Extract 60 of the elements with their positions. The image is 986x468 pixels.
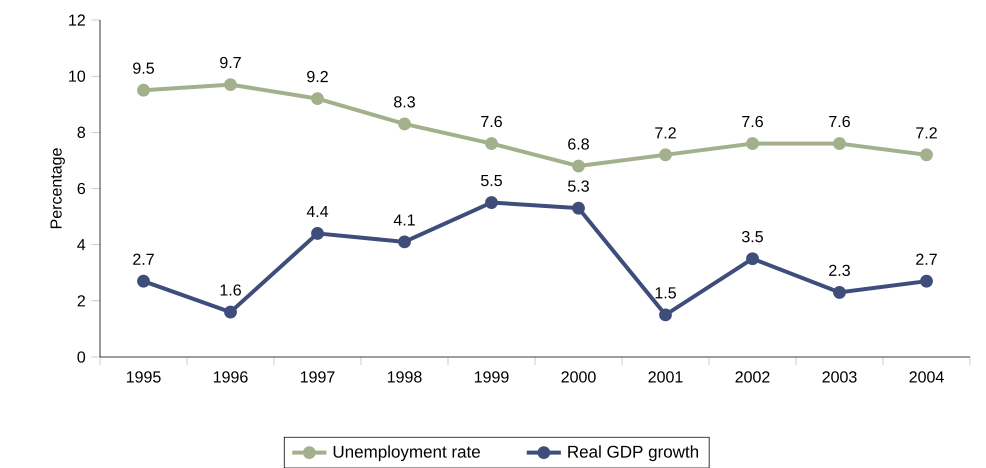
- point: [746, 137, 759, 150]
- point: [920, 148, 933, 162]
- point: [572, 202, 585, 215]
- y-tick-label: 10: [69, 70, 86, 82]
- point: [224, 306, 237, 318]
- point: [311, 92, 324, 106]
- x-tick-label: 2002: [736, 371, 770, 383]
- point: [137, 274, 150, 288]
- data-label: 9.2: [307, 70, 328, 82]
- x-tick-label: 2000: [562, 371, 596, 383]
- point: [833, 137, 846, 150]
- point: [398, 118, 411, 130]
- point: [311, 227, 324, 240]
- x-tick-label: 1996: [214, 371, 248, 383]
- data-label: 2.3: [829, 264, 850, 276]
- y-tick-label: 8: [78, 126, 86, 138]
- y-axis-title: Percentage: [50, 148, 65, 228]
- x-tick-label: 1995: [126, 371, 161, 383]
- data-label: 2.7: [133, 254, 154, 265]
- data-label: 7.6: [742, 116, 763, 128]
- y-tick-label: 0: [77, 351, 86, 363]
- x-tick-label: 1999: [474, 371, 509, 383]
- x-tick-label: 2004: [910, 371, 944, 383]
- point: [746, 252, 759, 266]
- y-tick-label: 12: [69, 14, 85, 26]
- point: [485, 196, 498, 209]
- x-tick-label: 2003: [822, 371, 857, 383]
- data-label: 7.2: [916, 127, 937, 138]
- data-label: 1.5: [656, 287, 676, 298]
- data-label: 1.6: [220, 284, 241, 296]
- data-label: 5.5: [481, 174, 502, 186]
- y-tick-label: 4: [77, 239, 86, 250]
- data-label: 3.5: [742, 230, 763, 242]
- data-label: 6.8: [568, 138, 589, 150]
- data-label: 9.7: [220, 56, 241, 68]
- legend-label: Unemployment rate: [334, 445, 480, 462]
- x-tick-label: 2001: [648, 371, 683, 383]
- point: [137, 84, 150, 97]
- point: [833, 286, 846, 299]
- data-label: 7.6: [829, 116, 850, 128]
- data-label: 4.1: [394, 214, 415, 226]
- point: [572, 160, 585, 172]
- y-tick-label: 2: [78, 295, 85, 306]
- data-label: 4.4: [306, 206, 328, 218]
- x-tick-label: 1998: [388, 371, 422, 383]
- data-label: 5.3: [568, 180, 589, 192]
- point: [485, 137, 498, 150]
- point: [659, 308, 672, 322]
- data-label: 2.7: [916, 254, 937, 265]
- data-label: 9.5: [133, 62, 154, 74]
- x-tick-label: 1997: [300, 371, 334, 383]
- y-tick-label: 6: [78, 182, 86, 194]
- point: [659, 148, 672, 162]
- point: [224, 78, 237, 91]
- data-label: 7.2: [655, 127, 676, 138]
- data-label: 8.3: [394, 96, 415, 108]
- point: [398, 235, 411, 248]
- point: [920, 274, 933, 288]
- data-label: 7.6: [481, 116, 502, 128]
- legend-label: Real GDP growth: [568, 445, 698, 462]
